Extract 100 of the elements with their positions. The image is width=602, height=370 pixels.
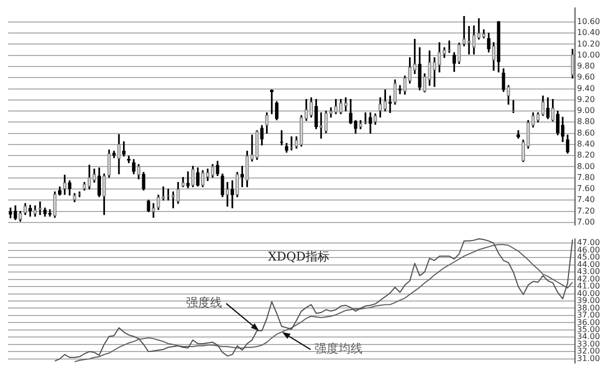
candlestick bbox=[531, 112, 535, 128]
candlestick bbox=[216, 160, 220, 176]
candlestick bbox=[102, 174, 106, 215]
y-tick-label: 43.00 bbox=[577, 267, 600, 276]
candlestick bbox=[152, 203, 156, 218]
y-tick-label: 8.40 bbox=[577, 140, 595, 149]
candlestick bbox=[97, 168, 101, 198]
y-tick-label: 9.40 bbox=[577, 84, 595, 93]
candlestick bbox=[348, 99, 352, 124]
candlestick bbox=[566, 134, 570, 154]
y-tick-label: 10.20 bbox=[577, 39, 600, 48]
candlestick bbox=[492, 42, 496, 71]
candlestick bbox=[428, 50, 432, 86]
y-tick-label: 31.00 bbox=[577, 354, 600, 363]
candlestick bbox=[284, 143, 288, 153]
candlestick bbox=[482, 29, 486, 38]
y-tick-label: 10.00 bbox=[577, 50, 600, 60]
candlestick bbox=[156, 194, 160, 210]
candlestick bbox=[496, 21, 500, 72]
candlestick bbox=[88, 164, 92, 190]
y-tick-label: 38.00 bbox=[577, 303, 600, 312]
y-tick-label: 39.00 bbox=[577, 296, 600, 306]
candlestick bbox=[196, 168, 200, 187]
y-tick-label: 42.00 bbox=[577, 274, 600, 284]
series-label: 强度均线 bbox=[314, 342, 363, 356]
candlestick bbox=[304, 99, 308, 121]
candlestick bbox=[240, 166, 244, 188]
y-tick-label: 10.40 bbox=[577, 28, 600, 38]
text: XDQD指标 bbox=[268, 250, 330, 264]
candlestick bbox=[393, 80, 397, 105]
candlestick bbox=[250, 134, 254, 162]
candlestick bbox=[210, 164, 214, 178]
y-tick-label: 7.00 bbox=[577, 217, 595, 226]
candlestick bbox=[226, 182, 230, 207]
candlestick bbox=[462, 16, 466, 46]
candlestick bbox=[300, 115, 304, 146]
y-tick-label: 8.00 bbox=[577, 162, 595, 171]
y-tick-label: 7.40 bbox=[577, 195, 595, 204]
y-tick-label: 41.00 bbox=[577, 282, 600, 291]
candlestick bbox=[14, 205, 18, 220]
candlestick bbox=[162, 186, 166, 200]
candlestick bbox=[403, 76, 407, 95]
candlestick bbox=[388, 96, 392, 114]
candlestick bbox=[541, 96, 545, 116]
candlestick bbox=[235, 172, 240, 198]
y-tick-label: 9.60 bbox=[577, 72, 595, 82]
candlestick bbox=[23, 203, 28, 215]
candlestick bbox=[368, 112, 372, 134]
candlestick bbox=[486, 32, 490, 52]
y-tick-label: 40.00 bbox=[577, 288, 600, 298]
candlestick bbox=[191, 166, 195, 188]
candlestick bbox=[176, 182, 180, 204]
candlestick bbox=[72, 193, 76, 202]
y-tick-label: 7.60 bbox=[577, 184, 595, 194]
candlestick bbox=[132, 159, 136, 174]
candlestick bbox=[18, 210, 22, 222]
candlestick bbox=[146, 200, 150, 212]
candlestick bbox=[82, 182, 86, 190]
y-tick-label: 33.00 bbox=[577, 339, 600, 348]
candlestick bbox=[314, 99, 318, 130]
candlestick bbox=[457, 42, 461, 64]
candlestick bbox=[477, 18, 481, 40]
candlestick bbox=[422, 73, 426, 92]
y-tick-label: 32.00 bbox=[577, 346, 600, 356]
candlestick bbox=[142, 172, 146, 190]
y-tick-label: 46.00 bbox=[577, 245, 600, 254]
y-tick-label: 10.60 bbox=[577, 17, 600, 26]
candlestick bbox=[378, 97, 382, 118]
candlestick bbox=[230, 180, 234, 208]
y-tick-label: 34.00 bbox=[577, 332, 600, 342]
candlestick bbox=[329, 107, 333, 118]
candlestick bbox=[506, 85, 510, 105]
candlestick bbox=[33, 205, 37, 217]
candlestick bbox=[255, 130, 259, 160]
y-tick-label: 47.00 bbox=[577, 238, 600, 248]
candlestick bbox=[438, 42, 442, 72]
y-tick-label: 45.00 bbox=[577, 252, 600, 262]
candlestick bbox=[570, 48, 574, 79]
candlestick bbox=[274, 101, 278, 120]
text: 强度线 bbox=[186, 296, 222, 310]
y-tick-label: 7.20 bbox=[577, 206, 595, 216]
y-tick-label: 8.80 bbox=[577, 117, 595, 126]
candlestick bbox=[354, 120, 358, 134]
candlestick bbox=[546, 97, 550, 120]
candlestick bbox=[200, 170, 205, 188]
y-tick-label: 35.00 bbox=[577, 325, 600, 334]
candlestick bbox=[418, 47, 422, 90]
candlestick bbox=[245, 150, 249, 188]
candlestick bbox=[294, 136, 298, 149]
candlestick bbox=[122, 141, 126, 156]
candlestick bbox=[220, 174, 224, 198]
candlestick bbox=[107, 150, 111, 178]
y-tick-label: 8.20 bbox=[577, 150, 595, 160]
candlestick bbox=[334, 99, 338, 114]
y-tick-label: 9.80 bbox=[577, 62, 595, 71]
candlestick bbox=[452, 52, 456, 72]
candlestick bbox=[43, 208, 47, 217]
y-tick-label: 37.00 bbox=[577, 310, 600, 320]
candlestick bbox=[265, 112, 269, 134]
candlestick bbox=[374, 113, 378, 125]
